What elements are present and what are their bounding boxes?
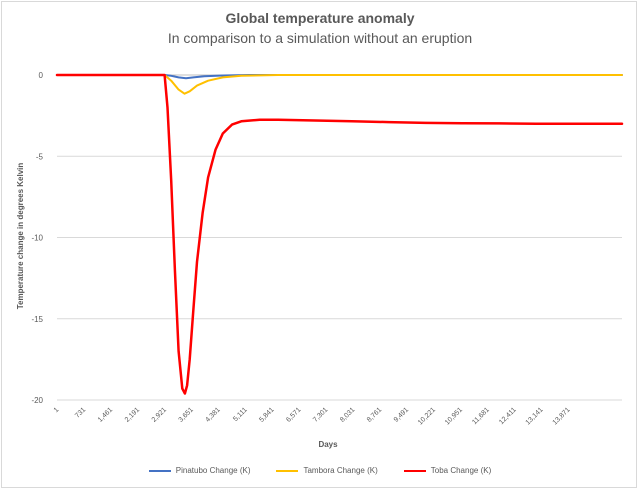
x-tick-label-17: 12,411: [498, 406, 518, 426]
series-line-toba: [55, 73, 624, 395]
legend-label-toba: Toba Change (K): [430, 466, 492, 475]
legend-swatch-toba: [403, 469, 426, 472]
x-tick-label-10: 7,301: [312, 406, 329, 423]
x-axis-label: Days: [318, 440, 338, 449]
legend-label-tambora: Tambora Change (K): [303, 466, 378, 475]
y-tick-labels: 0 -5 -10 -15 -20: [31, 71, 43, 405]
x-tick-label-0: 1: [53, 406, 61, 414]
x-tick-label-12: 8,761: [366, 406, 383, 423]
x-tick-label-2: 1,461: [97, 406, 114, 423]
legend-item-tambora: Tambora Change (K): [276, 466, 378, 475]
x-tick-label-8: 5,841: [258, 406, 275, 423]
x-tick-label-15: 10,951: [444, 406, 464, 426]
series-line-tambora: [56, 74, 623, 95]
x-tick-label-14: 10,221: [417, 406, 437, 426]
series-lines: [55, 73, 624, 395]
series-line-pinatubo: [56, 74, 623, 80]
x-tick-label-11: 8,031: [339, 406, 356, 423]
y-tick-label-1: -5: [36, 152, 44, 161]
legend: Pinatubo Change (K) Tambora Change (K) T…: [0, 466, 640, 475]
x-tick-label-5: 3,651: [178, 406, 195, 423]
x-tick-label-19: 13,871: [552, 406, 572, 426]
legend-swatch-tambora: [276, 469, 299, 472]
x-tick-label-9: 6,571: [285, 406, 302, 423]
x-tick-label-1: 731: [74, 406, 87, 419]
x-tick-label-6: 4,381: [205, 406, 222, 423]
x-tick-label-18: 13,141: [525, 406, 545, 426]
y-tick-label-0: 0: [39, 71, 44, 80]
x-tick-label-3: 2,191: [124, 406, 141, 423]
legend-swatch-pinatubo: [148, 469, 171, 472]
x-tick-label-16: 11,681: [471, 406, 491, 426]
x-tick-label-13: 9,491: [393, 406, 410, 423]
y-axis-label: Temperature change in degrees Kelvin: [16, 163, 25, 310]
x-tick-label-7: 5,111: [232, 406, 249, 423]
y-tick-label-3: -15: [31, 315, 43, 324]
legend-item-pinatubo: Pinatubo Change (K): [148, 466, 251, 475]
legend-label-pinatubo: Pinatubo Change (K): [175, 466, 251, 475]
y-tick-label-2: -10: [31, 234, 43, 243]
x-tick-label-4: 2,921: [151, 406, 168, 423]
legend-item-toba: Toba Change (K): [403, 466, 492, 475]
chart-title: Global temperature anomaly: [225, 10, 415, 26]
y-tick-label-4: -20: [31, 396, 43, 405]
x-tick-labels: 1 731 1,461 2,191 2,921 3,651 4,381 5,111 5,841 6…: [53, 406, 572, 426]
chart-subtitle: In comparison to a simulation without an…: [167, 30, 473, 46]
